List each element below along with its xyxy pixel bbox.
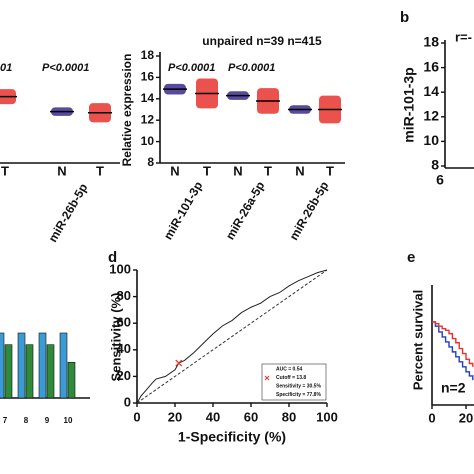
survival-curve — [432, 321, 474, 367]
panel-label: d — [108, 249, 117, 266]
roc-curve — [136, 269, 328, 404]
annotation: P<0.0001 — [228, 62, 275, 74]
y-tick-label: 8 — [147, 155, 154, 169]
annotation: 01 — [0, 62, 12, 74]
x-tick-label: 100 — [316, 409, 338, 424]
group-label: miR-26b-5p — [46, 181, 91, 245]
bar — [59, 332, 68, 399]
bar — [38, 332, 47, 399]
y-tick-label: 40 — [117, 341, 131, 356]
y-tick-label: 18 — [423, 34, 439, 50]
x-tick-label: 20 — [459, 410, 473, 425]
x-tick-label: 9 — [45, 416, 50, 425]
bar — [67, 361, 76, 399]
x-tick-label: 8 — [24, 416, 29, 425]
y-tick-label: 80 — [117, 288, 131, 303]
x-tick-label: T — [96, 163, 104, 178]
x-tick-label: 6 — [436, 172, 444, 188]
annotation: n=2 — [441, 380, 466, 396]
x-tick-label: 0 — [428, 410, 435, 425]
y-tick-label: 12 — [423, 108, 439, 124]
annotation: r=- — [455, 29, 472, 44]
annotation: P<0.0001 — [42, 62, 89, 74]
legend-marker — [264, 375, 270, 381]
bar — [0, 332, 5, 399]
legend-text: AUC = 0.54 — [276, 366, 302, 372]
x-tick-label: 60 — [244, 409, 258, 424]
y-tick-label: 100 — [109, 261, 131, 276]
x-tick-label: T — [326, 163, 334, 178]
y-tick-label: 8 — [431, 157, 439, 173]
y-tick-label: 10 — [423, 132, 439, 148]
y-axis-label: Sensitivity (%) — [108, 293, 123, 382]
x-tick-label: N — [233, 163, 242, 178]
x-tick-label: 10 — [64, 416, 73, 425]
y-tick-label: 16 — [141, 70, 155, 84]
x-tick-label: 0 — [133, 409, 140, 424]
chart-title: unpaired n=39 n=415 — [202, 34, 322, 48]
y-tick-label: 60 — [117, 315, 131, 330]
x-axis-label: 1-Specificity (%) — [178, 429, 286, 445]
y-tick-label: 16 — [423, 58, 439, 74]
y-tick-label: 18 — [141, 48, 155, 62]
x-tick-label: T — [1, 163, 9, 178]
cutoff-marker — [175, 359, 183, 367]
y-axis-label: Relative expression — [120, 54, 134, 167]
x-tick-label: N — [57, 163, 66, 178]
x-tick-label: 20 — [168, 409, 182, 424]
y-axis-label: miR-101-3p — [401, 67, 417, 142]
y-tick-label: 0 — [124, 394, 131, 409]
group-label: miR-26a-5p — [223, 179, 267, 242]
panel-label: e — [407, 249, 415, 266]
x-tick-label: N — [295, 163, 304, 178]
reference-line — [136, 269, 328, 404]
panel-label: b — [400, 9, 409, 26]
y-tick-label: 20 — [117, 368, 131, 383]
legend-box — [261, 363, 327, 401]
legend-text: Specificity = 77.8% — [276, 392, 321, 398]
x-tick-label: 7 — [3, 416, 8, 425]
x-tick-label: T — [203, 163, 211, 178]
x-tick-label: T — [264, 163, 272, 178]
bar — [25, 344, 34, 399]
x-tick-label: N — [170, 163, 179, 178]
annotation: P<0.0001 — [168, 62, 215, 74]
bar — [17, 332, 26, 399]
y-tick-label: 12 — [141, 112, 155, 126]
group-label: miR-26b-5p — [287, 179, 332, 243]
x-tick-label: 40 — [206, 409, 220, 424]
y-tick-label: 14 — [141, 91, 155, 105]
y-tick-label: 14 — [423, 83, 439, 99]
bar — [4, 344, 13, 399]
legend-text: Cutoff = 13.8 — [276, 375, 306, 381]
y-tick-label: 10 — [141, 134, 155, 148]
survival-curve — [432, 321, 474, 381]
group-label: miR-101-3p — [161, 179, 205, 242]
legend-text: Sensitivity = 30.5% — [276, 383, 321, 389]
x-tick-label: 80 — [282, 409, 296, 424]
bar — [46, 344, 55, 399]
y-axis-label: Percent survival — [410, 290, 425, 390]
